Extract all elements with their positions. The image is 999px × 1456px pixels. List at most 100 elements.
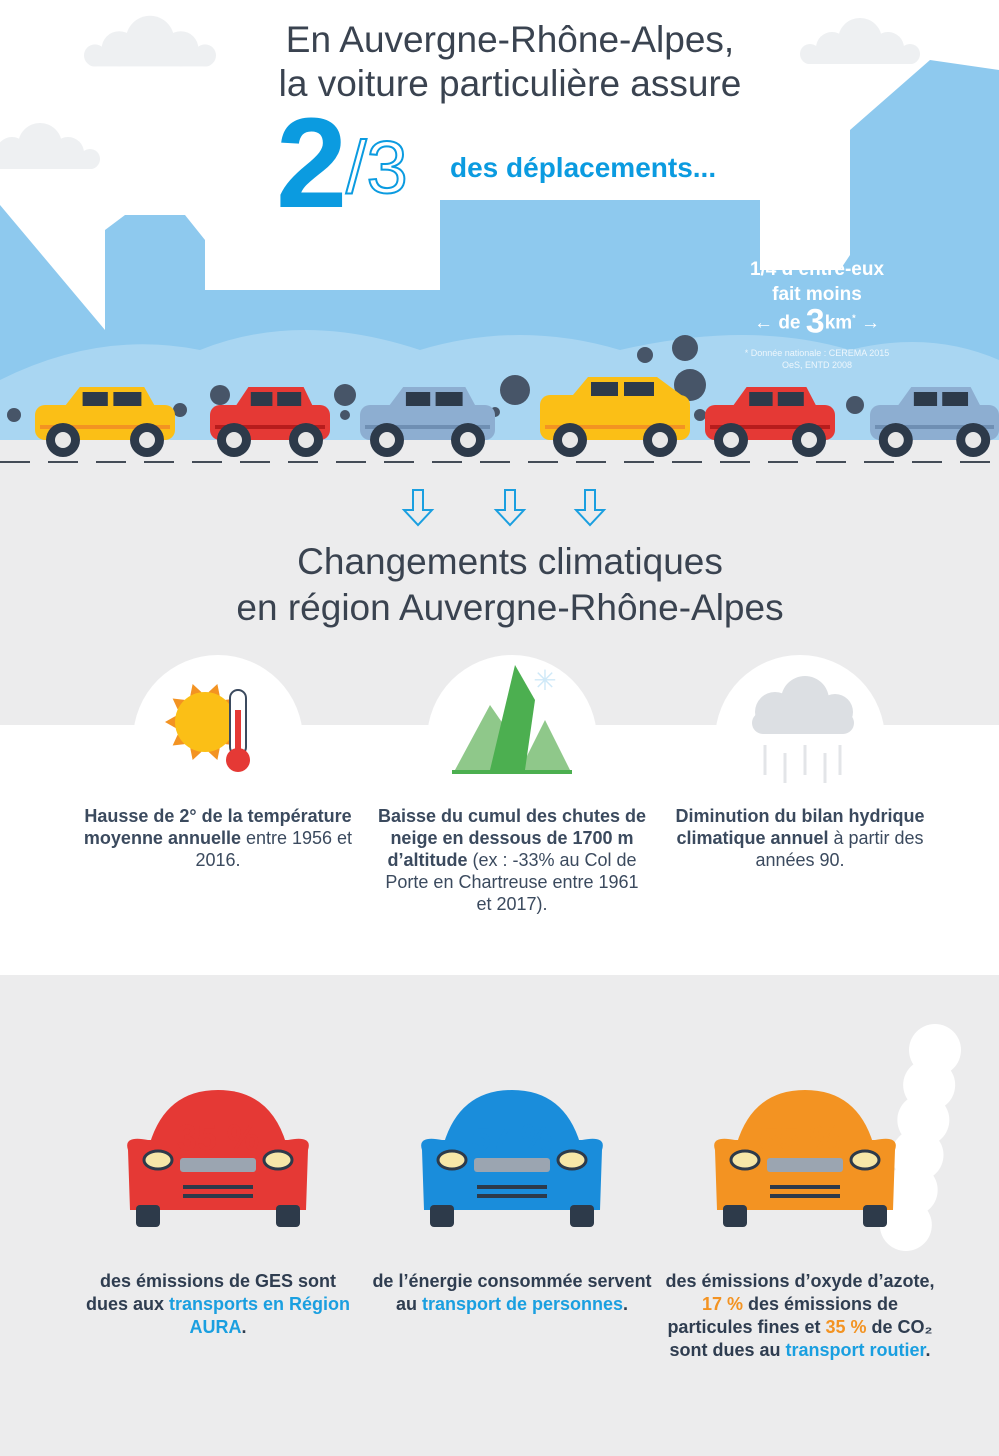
segment: .: [241, 1317, 247, 1337]
emission-text: des émissions d’oxyde d’azote, 17 % des …: [660, 1270, 940, 1362]
smoke: [210, 385, 230, 405]
ground: [452, 770, 572, 774]
headlight: [556, 1149, 588, 1171]
smoke: [672, 335, 698, 361]
hub: [723, 432, 739, 448]
thermometer-bulb: [226, 748, 250, 772]
segment: 35 %: [825, 1317, 867, 1337]
car-window: [113, 392, 142, 406]
car-cabin: [898, 387, 981, 407]
car-window: [777, 392, 804, 406]
percent: 35 %: [176, 1117, 260, 1158]
climate-text: Hausse de 2° de la température moyenne a…: [83, 805, 353, 871]
car-cabin: [389, 387, 477, 407]
section-title: en région Auvergne-Rhône-Alpes: [236, 587, 784, 628]
percent: 55 %: [758, 1117, 842, 1158]
sun-ray: [172, 698, 185, 710]
cloud: [0, 155, 98, 169]
source-line: OeS, ENTD 2008: [781, 360, 853, 370]
car-window: [624, 382, 654, 396]
hub: [887, 432, 904, 448]
car-roof: [735, 1090, 875, 1150]
wheel: [723, 1205, 747, 1227]
car-stripe: [215, 425, 325, 429]
prefix: de: [778, 312, 801, 334]
segment: transport routier: [785, 1340, 926, 1360]
segment: des émissions d’oxyde d’azote,: [665, 1271, 935, 1291]
bumper: [770, 1185, 840, 1189]
unit: km: [824, 312, 853, 334]
arrow: →: [860, 312, 880, 334]
bumper: [183, 1185, 253, 1189]
car-stripe: [875, 425, 994, 429]
climate-text: Diminution du bilan hydrique climatique …: [665, 805, 935, 871]
snowflake: ✳: [533, 665, 556, 696]
rain-cloud: [752, 712, 854, 734]
sun: [175, 692, 235, 752]
wheel: [430, 1205, 454, 1227]
hub: [139, 432, 155, 448]
grille: [767, 1158, 843, 1172]
smoke: [173, 403, 187, 417]
climate-detail: entre 1956 et 2016.: [195, 828, 353, 870]
source-line: * Donnée nationale : CEREMA 2015: [744, 348, 890, 358]
title-line: la voiture particulière assure: [278, 63, 742, 104]
car-window: [277, 392, 302, 406]
asterisk: *: [852, 313, 856, 323]
segment: de l’énergie consommée servent au: [372, 1271, 652, 1314]
smoke: [846, 396, 864, 414]
car-window: [435, 392, 463, 406]
climate-detail: (ex : -33% au Col de Porte en Chartreuse…: [385, 850, 639, 914]
car-stripe: [40, 425, 170, 429]
fraction: /3: [345, 126, 409, 209]
car-cabin: [733, 387, 817, 407]
sun-ray: [165, 716, 176, 728]
segment: 17 %: [701, 1294, 743, 1314]
hub: [55, 432, 71, 448]
segment: des émissions de GES sont dues aux: [85, 1271, 337, 1314]
note-line: fait moins: [772, 284, 862, 305]
car-roof: [148, 1090, 288, 1150]
car-window: [405, 392, 431, 406]
smoke: [637, 347, 653, 363]
car-cabin: [65, 387, 156, 407]
hub: [298, 432, 314, 448]
mountain: [490, 665, 535, 770]
smoke: [340, 410, 350, 420]
smoke: [674, 369, 706, 401]
car-window: [749, 392, 773, 406]
down-arrow: [573, 489, 607, 527]
mountain: [520, 720, 570, 770]
car-cabin: [236, 387, 314, 407]
car-window: [82, 392, 108, 406]
grille: [180, 1158, 256, 1172]
wheel: [863, 1205, 887, 1227]
headlight: [142, 1149, 174, 1171]
car-window: [591, 382, 618, 396]
climate-text: Baisse du cumul des chutes de neige en d…: [377, 805, 647, 915]
segment: transport de personnes: [421, 1294, 624, 1314]
wheel: [570, 1205, 594, 1227]
bumper: [477, 1185, 547, 1189]
segment: transports en Région AURA: [169, 1294, 351, 1337]
emission-text: de l’énergie consommée servent au transp…: [372, 1270, 652, 1316]
climate-strong: Hausse de 2° de la température moyenne a…: [83, 806, 352, 848]
title-line: En Auvergne-Rhône-Alpes,: [285, 19, 735, 60]
smoke: [694, 409, 706, 421]
exhaust: [879, 1199, 932, 1251]
car-window: [942, 392, 969, 406]
arrow: ←: [754, 312, 774, 334]
headlight: [436, 1149, 468, 1171]
smoke: [7, 408, 21, 422]
distance-number: 3: [805, 302, 825, 341]
down-arrow: [401, 489, 435, 527]
wheel: [276, 1205, 300, 1227]
big-number: 2: [276, 92, 348, 235]
cloud: [802, 50, 918, 64]
percent: 57 %: [470, 1117, 554, 1158]
thermometer-fill: [235, 710, 241, 755]
cloud-edge: [973, 991, 999, 1069]
